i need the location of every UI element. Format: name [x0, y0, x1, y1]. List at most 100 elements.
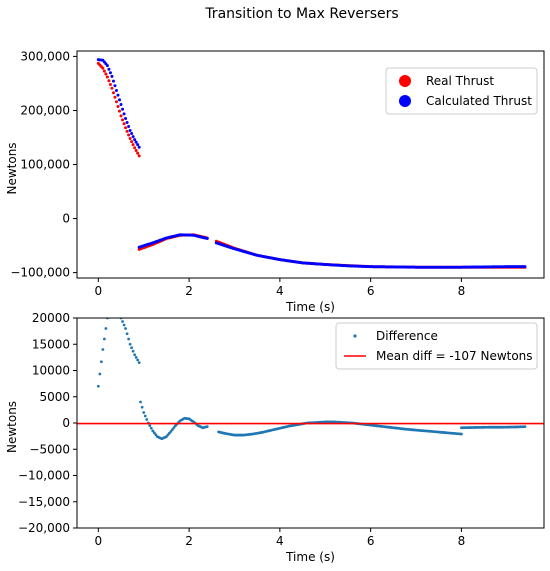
legend-box	[335, 322, 538, 370]
data-point-calculated-thrust	[119, 103, 123, 107]
legend-box	[385, 67, 538, 115]
data-point-difference	[121, 320, 124, 323]
data-point-real-thrust	[113, 95, 117, 99]
legend: Difference Mean diff = -107 Newtons	[335, 322, 538, 370]
data-point-real-thrust	[107, 79, 111, 83]
data-point-difference	[151, 429, 155, 433]
x-axis-label: Time (s)	[285, 300, 335, 314]
data-point-real-thrust	[136, 151, 140, 155]
data-point-difference	[523, 425, 527, 429]
data-point-difference	[124, 327, 127, 330]
y-tick-label: 10000	[32, 364, 70, 378]
difference-panel: 0 2 4 6 8 −20,000 −15,000 −10,000 −5000 0 5000 1000…	[5, 306, 545, 564]
y-tick-label: 200,000	[20, 103, 70, 117]
x-tick-label: 4	[276, 284, 284, 298]
legend-label: Real Thrust	[426, 74, 494, 88]
data-point-difference	[108, 313, 111, 316]
data-point-difference	[142, 411, 146, 414]
data-point-calculated-thrust	[122, 112, 126, 116]
x-tick-label: 2	[185, 284, 193, 298]
data-point-calculated-thrust	[130, 132, 134, 136]
data-point-calculated-thrust	[128, 128, 132, 132]
x-tick-label: 6	[367, 534, 375, 548]
data-point-difference	[137, 361, 141, 365]
data-point-real-thrust	[116, 104, 120, 108]
data-point-difference	[128, 342, 132, 346]
y-tick-label: 15000	[32, 337, 70, 351]
data-point-difference	[134, 355, 138, 359]
data-point-difference	[139, 400, 142, 404]
data-point-difference	[460, 432, 463, 436]
data-point-difference	[169, 430, 173, 433]
y-tick-label: −5000	[29, 442, 70, 456]
data-point-difference	[152, 431, 156, 435]
data-point-difference	[171, 428, 174, 431]
data-point-calculated-thrust	[114, 88, 118, 92]
data-point-difference	[111, 306, 114, 309]
data-point-difference	[149, 426, 153, 430]
legend: Real Thrust Calculated Thrust	[385, 67, 538, 115]
x-tick-label: 0	[95, 534, 103, 548]
data-point-calculated-thrust	[111, 79, 115, 83]
data-point-calculated-thrust	[131, 135, 135, 139]
data-point-real-thrust	[104, 72, 108, 76]
data-point-calculated-thrust	[127, 124, 131, 128]
data-point-real-thrust	[105, 75, 109, 79]
data-point-real-thrust	[114, 100, 118, 104]
data-point-difference	[133, 353, 137, 357]
y-tick-label: −20,000	[18, 521, 70, 535]
data-point-real-thrust	[108, 83, 112, 87]
data-point-difference	[125, 332, 129, 336]
data-point-calculated-thrust	[118, 98, 122, 102]
data-point-difference	[143, 414, 147, 418]
data-point-difference	[96, 384, 100, 388]
data-point-difference	[115, 311, 118, 314]
legend-label: Difference	[376, 329, 438, 343]
legend-label: Mean diff = -107 Newtons	[376, 349, 533, 363]
data-point-calculated-thrust	[113, 84, 117, 88]
y-tick-label: 100,000	[20, 158, 70, 172]
y-axis-label: Newtons	[5, 401, 19, 453]
y-tick-label: 0	[62, 416, 70, 430]
legend-marker	[353, 334, 357, 338]
thrust-panel: 0 2 4 6 8 −100,000 0 100,000 200,000 300,000 Time …	[5, 49, 545, 314]
y-tick-label: 5000	[39, 390, 70, 404]
y-tick-label: −100,000	[10, 266, 70, 280]
y-tick-label: 20000	[32, 311, 70, 325]
data-point-real-thrust	[111, 91, 115, 95]
data-point-calculated-thrust	[121, 107, 125, 111]
y-tick-label: 300,000	[20, 49, 70, 63]
data-point-calculated-thrust	[105, 64, 109, 68]
plot-area	[96, 58, 527, 269]
data-point-real-thrust	[122, 122, 126, 126]
data-point-difference	[140, 405, 144, 409]
legend-marker	[399, 75, 411, 87]
data-point-difference	[112, 308, 115, 311]
data-point-difference	[98, 372, 102, 376]
data-point-real-thrust	[118, 109, 122, 113]
data-point-calculated-thrust	[137, 145, 141, 149]
y-axis-label: Newtons	[5, 142, 19, 194]
y-tick-label: −10,000	[18, 469, 70, 483]
data-point-difference	[205, 425, 209, 429]
data-point-calculated-thrust	[116, 93, 120, 97]
data-point-calculated-thrust	[108, 71, 112, 75]
data-point-real-thrust	[119, 114, 123, 118]
data-point-difference	[136, 358, 140, 362]
x-tick-label: 6	[367, 284, 375, 298]
x-axis-label: Time (s)	[285, 550, 335, 564]
x-tick-label: 4	[276, 534, 284, 548]
data-point-difference	[122, 323, 126, 327]
data-point-real-thrust	[125, 129, 129, 133]
data-point-real-thrust	[128, 137, 132, 141]
data-point-difference	[131, 349, 135, 353]
y-tick-label: 0	[62, 212, 70, 226]
data-point-real-thrust	[137, 154, 141, 158]
data-point-difference	[114, 310, 117, 313]
data-point-real-thrust	[133, 146, 137, 150]
x-tick-label: 2	[185, 534, 193, 548]
data-point-real-thrust	[127, 133, 131, 137]
x-tick-label: 0	[95, 284, 103, 298]
